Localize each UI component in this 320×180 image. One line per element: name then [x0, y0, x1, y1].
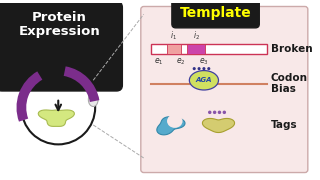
Text: Expression: Expression	[18, 25, 100, 38]
Circle shape	[193, 67, 196, 70]
Text: $e_1$: $e_1$	[154, 56, 163, 67]
Text: Protein: Protein	[32, 11, 87, 24]
Text: Bias: Bias	[271, 84, 296, 94]
Text: $e_2$: $e_2$	[176, 56, 185, 67]
Circle shape	[208, 111, 212, 114]
Polygon shape	[203, 118, 235, 132]
Polygon shape	[157, 117, 185, 135]
Text: Codon: Codon	[271, 73, 308, 83]
Circle shape	[218, 111, 221, 114]
Circle shape	[207, 67, 210, 70]
Bar	[167, 44, 180, 54]
Circle shape	[197, 67, 201, 70]
Text: $i_2$: $i_2$	[193, 30, 200, 42]
Text: Broken: Broken	[271, 44, 313, 54]
Bar	[150, 44, 267, 54]
FancyBboxPatch shape	[0, 2, 122, 91]
Bar	[188, 44, 205, 54]
Ellipse shape	[88, 93, 98, 107]
Text: $i_1$: $i_1$	[170, 30, 177, 42]
Text: AGA: AGA	[196, 77, 212, 83]
Ellipse shape	[167, 114, 183, 128]
FancyBboxPatch shape	[141, 6, 308, 173]
Ellipse shape	[189, 71, 219, 90]
FancyBboxPatch shape	[172, 0, 259, 28]
Circle shape	[223, 111, 226, 114]
Circle shape	[202, 67, 205, 70]
Polygon shape	[38, 110, 74, 126]
Text: Template: Template	[180, 6, 252, 20]
Text: $e_3$: $e_3$	[199, 56, 209, 67]
Text: Tags: Tags	[271, 120, 298, 130]
Circle shape	[213, 111, 216, 114]
